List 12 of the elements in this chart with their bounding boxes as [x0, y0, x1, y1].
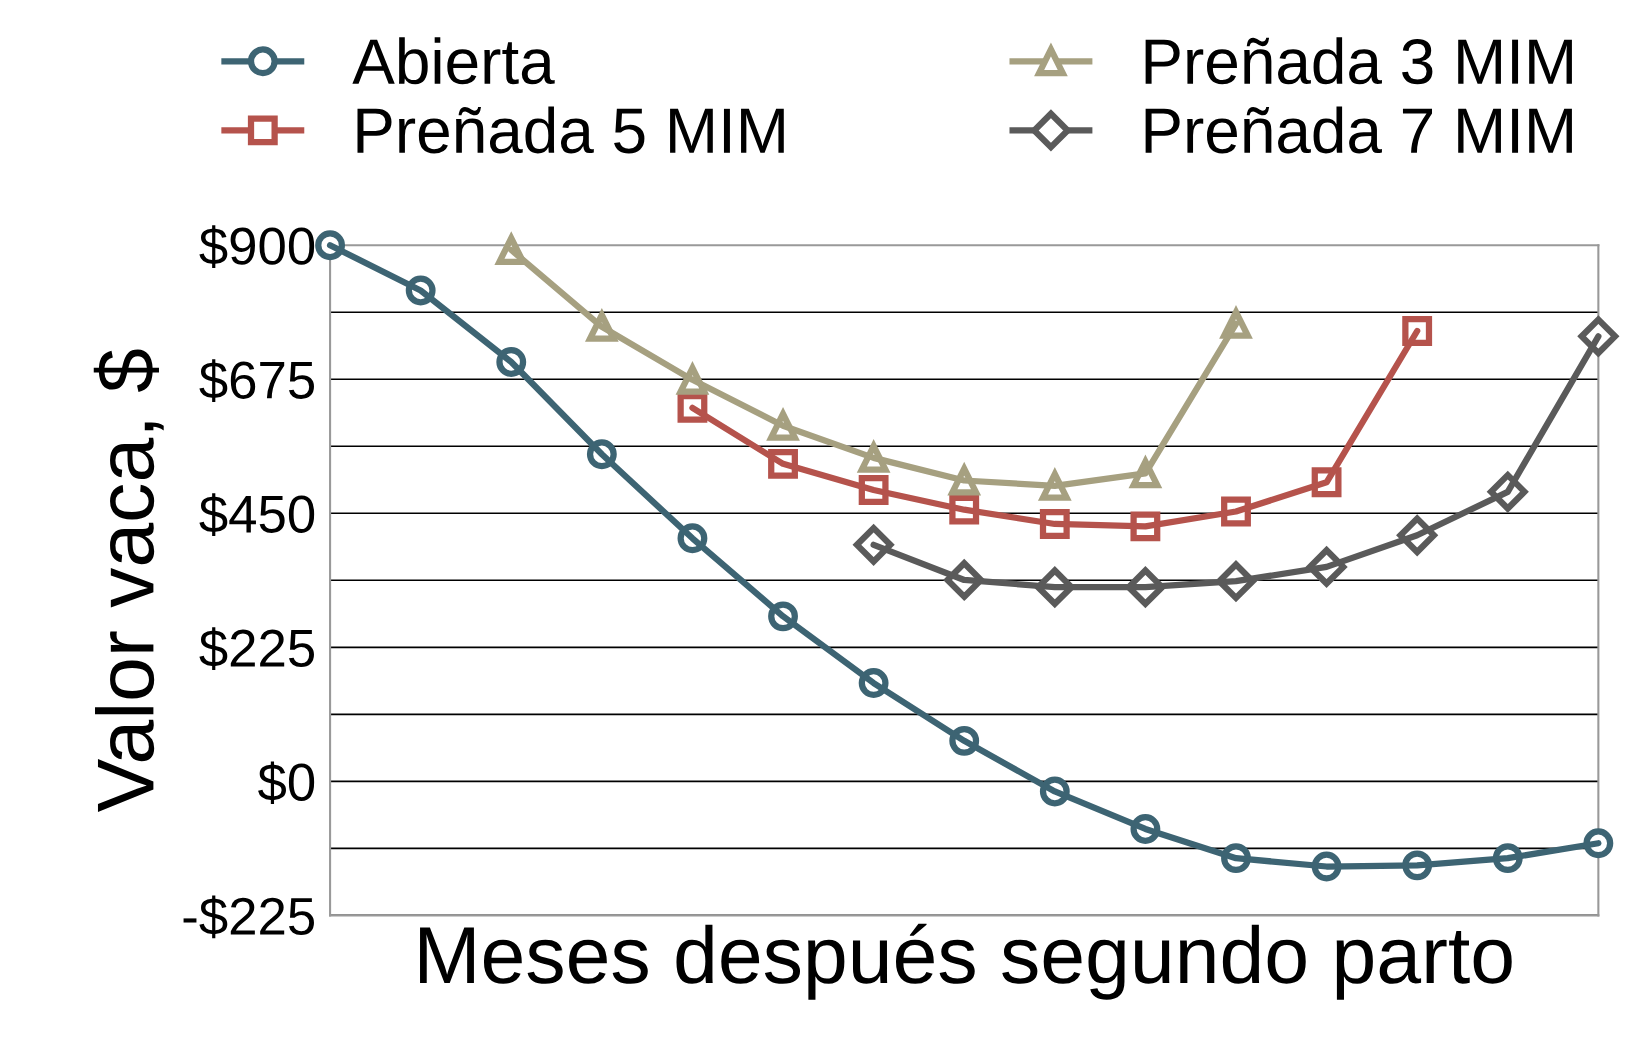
y-axis-title: Valor vaca, $: [93, 349, 164, 813]
legend-label: Preñada 3 MIM: [1145, 37, 1572, 85]
legend-label: Preñada 7 MIM: [1145, 106, 1572, 154]
legend-label: Abierta: [352, 37, 555, 85]
y-tick-label: $0: [258, 761, 315, 805]
x-axis-title: Meses después segundo parto: [420, 923, 1512, 1000]
y-tick-label: $900: [199, 225, 315, 268]
y-tick-label: $225: [199, 627, 314, 671]
y-tick-label: -$225: [183, 895, 314, 939]
y-tick-label: $675: [199, 359, 314, 403]
legend-label: Preñada 5 MIM: [357, 106, 784, 154]
y-tick-label: $450: [199, 493, 315, 537]
